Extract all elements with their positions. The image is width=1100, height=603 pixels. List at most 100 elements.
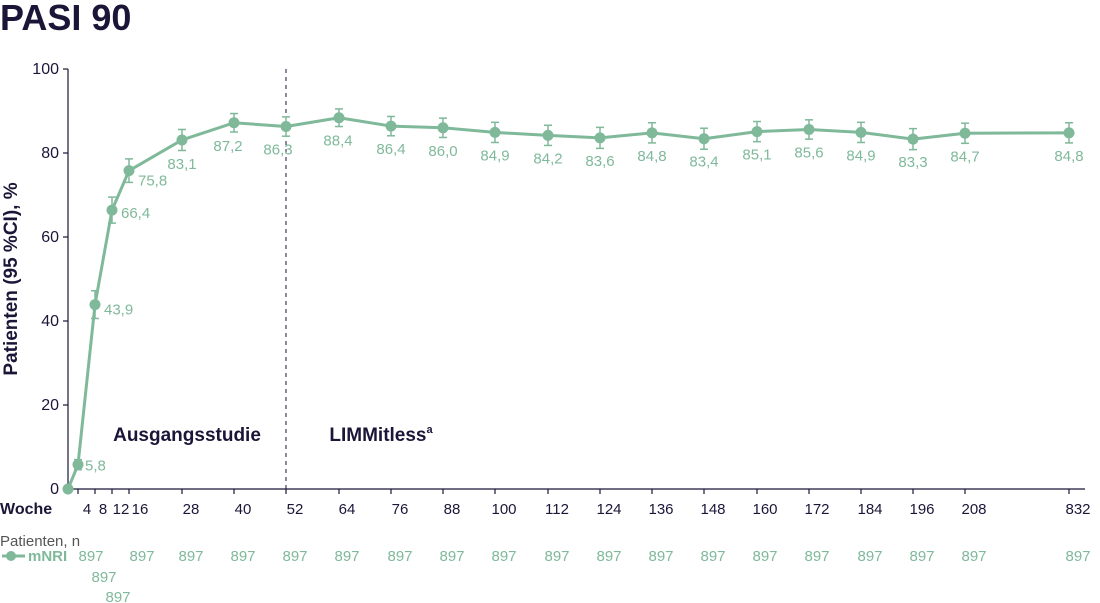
patients-count: 897 <box>804 548 829 565</box>
data-label: 84,8 <box>637 148 666 165</box>
patients-count: 897 <box>387 548 412 565</box>
patients-count: 897 <box>1065 548 1090 565</box>
x-tick-label: 88 <box>444 501 461 518</box>
data-point <box>594 132 606 144</box>
x-tick-label: 112 <box>545 501 569 518</box>
y-tick-label: 60 <box>41 229 59 246</box>
data-point <box>698 133 710 145</box>
patients-count: 897 <box>439 548 464 565</box>
x-tick-label: 40 <box>235 501 252 518</box>
data-label: 84,8 <box>1054 148 1083 165</box>
y-tick-label: 40 <box>41 313 59 330</box>
x-tick-label: 12 <box>113 501 130 518</box>
patients-count: 897 <box>857 548 882 565</box>
patients-count: 897 <box>909 548 934 565</box>
data-label: 85,1 <box>742 147 771 164</box>
x-tick-label: 208 <box>961 501 986 518</box>
x-tick-label: 172 <box>804 501 829 518</box>
phase-label-limmitless-text: LIMMitless <box>329 425 426 446</box>
data-point <box>333 112 345 124</box>
data-label: 84,7 <box>950 148 979 165</box>
data-point <box>803 123 815 135</box>
data-label: 66,4 <box>121 205 150 222</box>
legend-marker-mnri <box>6 551 16 561</box>
data-point <box>489 126 501 138</box>
data-point <box>1063 127 1075 139</box>
data-label: 5,8 <box>85 458 106 475</box>
data-label: 83,3 <box>898 154 927 171</box>
data-point <box>437 122 449 134</box>
x-tick-label: 64 <box>339 501 356 518</box>
data-point <box>62 483 74 495</box>
data-point <box>542 129 554 141</box>
y-tick-label: 100 <box>32 61 59 78</box>
data-point <box>228 117 240 129</box>
series-mnri: 5,8 43,9 66,4 75,883,1 87,2 86,3 88,4 86,4 86,0 8… <box>62 108 1084 495</box>
data-point <box>959 127 971 139</box>
series-line-mnri <box>66 116 1070 490</box>
patients-count: 897 <box>491 548 516 565</box>
data-label: 84,9 <box>846 147 875 164</box>
data-label: 86,3 <box>263 142 292 159</box>
x-tick-label: 76 <box>392 501 409 518</box>
data-point <box>855 126 867 138</box>
data-label: 84,9 <box>480 147 509 164</box>
data-point <box>907 133 919 145</box>
y-tick-label: 80 <box>41 145 59 162</box>
data-label: 86,4 <box>376 141 405 158</box>
y-axis: 0 20 40 60 80 100 <box>32 61 69 498</box>
x-tick-label: 196 <box>909 501 934 518</box>
patients-count: 897 <box>544 548 569 565</box>
data-label: 88,4 <box>323 133 352 150</box>
x-tick-label: 100 <box>491 501 516 518</box>
x-tick-label: 4 <box>83 501 91 518</box>
x-axis: Woche 4 8 12 16 28 40 52 64 76 88 100 112 124 136 148 16… <box>0 488 1091 518</box>
data-label: 86,0 <box>428 143 457 160</box>
phase-label-ausgangsstudie: Ausgangsstudie <box>113 425 261 446</box>
data-point <box>385 120 397 132</box>
x-tick-label: 52 <box>287 501 304 518</box>
x-tick-label: 124 <box>596 501 621 518</box>
patients-count: 897 <box>178 548 203 565</box>
y-tick-label: 0 <box>50 481 59 498</box>
x-axis-name: Woche <box>0 501 52 518</box>
data-label: 84,2 <box>533 150 562 167</box>
patients-count: 897 <box>230 548 255 565</box>
x-tick-label: 136 <box>648 501 673 518</box>
data-point <box>72 459 84 471</box>
data-point <box>176 134 188 146</box>
patients-count: 897 <box>334 548 359 565</box>
x-tick-label: 184 <box>857 501 882 518</box>
data-point <box>123 165 135 177</box>
patients-table-series-label: mNRI <box>28 548 67 565</box>
patients-table: Patienten, n mNRI 897 897 897 897 897 897 897 8… <box>0 533 1091 603</box>
phase-label-limmitless: LIMMitlessa <box>329 424 433 446</box>
patients-count: 897 <box>129 548 154 565</box>
data-label: 83,4 <box>689 154 718 171</box>
patients-count: 897 <box>282 548 307 565</box>
patients-table-title: Patienten, n <box>0 533 80 550</box>
patients-count: 897 <box>752 548 777 565</box>
patients-count: 897 <box>648 548 673 565</box>
data-point <box>280 121 292 133</box>
x-tick-label: 8 <box>99 501 107 518</box>
data-label: 43,9 <box>104 302 133 319</box>
y-tick-label: 20 <box>41 397 59 414</box>
phase-label-footnote-marker: a <box>427 424 434 436</box>
y-axis-label: Patienten (95 %CI), % <box>1 182 22 375</box>
data-point <box>106 204 118 216</box>
patients-count: 897 <box>105 589 130 603</box>
data-label: 75,8 <box>138 173 167 190</box>
x-tick-label: 16 <box>132 501 149 518</box>
data-label: 87,2 <box>213 138 242 155</box>
x-tick-label: 832 <box>1065 501 1090 518</box>
data-point <box>89 299 101 311</box>
patients-count: 897 <box>78 548 103 565</box>
data-point <box>646 127 658 139</box>
data-label: 83,6 <box>585 153 614 170</box>
data-label: 83,1 <box>167 156 196 173</box>
patients-count: 897 <box>700 548 725 565</box>
x-tick-label: 148 <box>700 501 725 518</box>
patients-count: 897 <box>961 548 986 565</box>
